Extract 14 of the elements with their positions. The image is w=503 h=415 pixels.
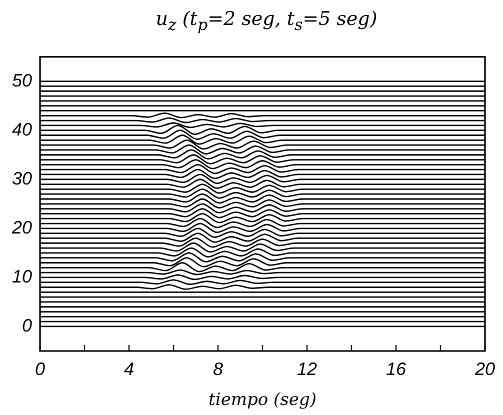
x-tick-label: 12: [296, 358, 318, 379]
y-tick-label: 30: [12, 168, 32, 188]
x-tick-label: 4: [124, 358, 134, 379]
x-tick-label: 16: [386, 358, 407, 379]
x-tick-label: 8: [213, 358, 224, 379]
y-tick-label: 20: [10, 217, 32, 238]
y-tick-label: 50: [12, 70, 32, 90]
y-tick-label: 40: [12, 119, 32, 140]
x-tick-label: 0: [35, 358, 46, 379]
chart-title: u$_{z}$ (t$_{p}$=2 seg, t$_{s}$=5 seg): [154, 8, 378, 34]
x-tick-label: 20: [474, 358, 496, 379]
y-tick-label: 0: [22, 315, 32, 336]
y-tick-label: 10: [12, 266, 32, 286]
x-axis-title: tiempo (seg): [208, 390, 316, 410]
